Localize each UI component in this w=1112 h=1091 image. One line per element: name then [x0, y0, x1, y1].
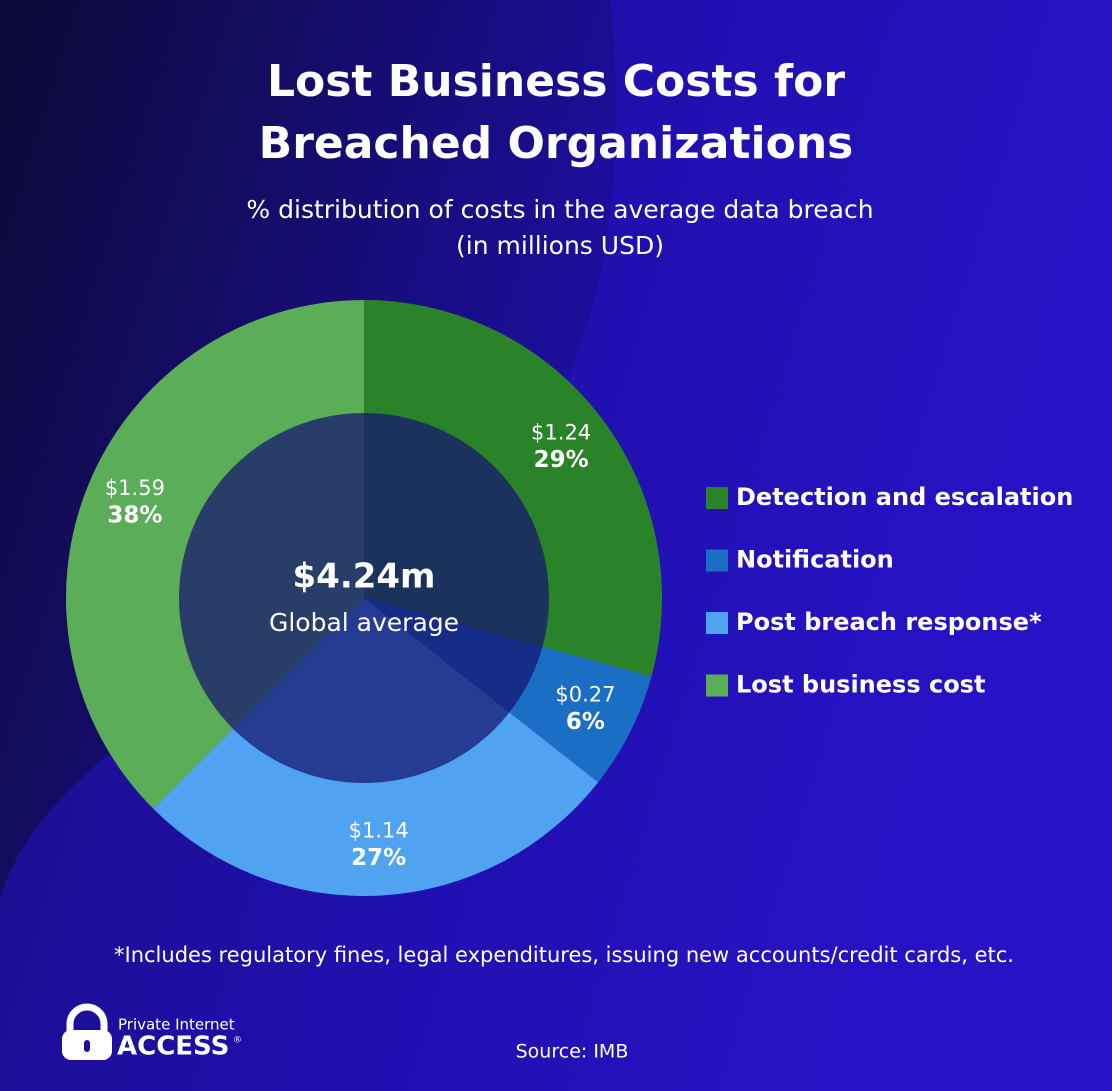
- legend-label: Detection and escalation: [736, 483, 1073, 511]
- chart-title: Lost Business Costs for: [267, 56, 845, 107]
- center-title: $4.24m: [293, 557, 436, 597]
- value-label: $1.14: [349, 819, 409, 843]
- center-subtitle: Global average: [269, 608, 459, 637]
- percent-label: 27%: [351, 845, 406, 871]
- percent-label: 38%: [107, 503, 162, 529]
- source: Source: IMB: [516, 1041, 629, 1063]
- legend-swatch: [706, 674, 728, 697]
- legend: Detection and escalation Notification Post…: [706, 483, 1073, 699]
- donut-hole: [179, 413, 549, 783]
- chart-title: Breached Organizations: [259, 118, 854, 169]
- brand-line2: ACCESS: [117, 1032, 229, 1062]
- brand-mark: ®: [233, 1036, 242, 1046]
- value-label: $0.27: [555, 683, 615, 707]
- legend-label: Notification: [736, 546, 894, 574]
- legend-label: Post breach response*: [736, 608, 1042, 636]
- legend-swatch: [706, 549, 728, 572]
- percent-label: 29%: [534, 447, 589, 473]
- legend-label: Lost business cost: [736, 671, 985, 699]
- logo: Private Internet ACCESS ®: [62, 1003, 242, 1062]
- percent-label: 6%: [566, 709, 605, 735]
- value-label: $1.59: [105, 476, 165, 500]
- chart-subtitle: % distribution of costs in the average d…: [246, 195, 873, 224]
- chart-subtitle: (in millions USD): [456, 231, 664, 260]
- legend-swatch: [706, 487, 728, 509]
- brand-line1: Private Internet: [118, 1016, 235, 1034]
- value-label: $1.24: [531, 421, 591, 445]
- footnote: *Includes regulatory fines, legal expend…: [114, 943, 1014, 967]
- legend-swatch: [706, 612, 728, 634]
